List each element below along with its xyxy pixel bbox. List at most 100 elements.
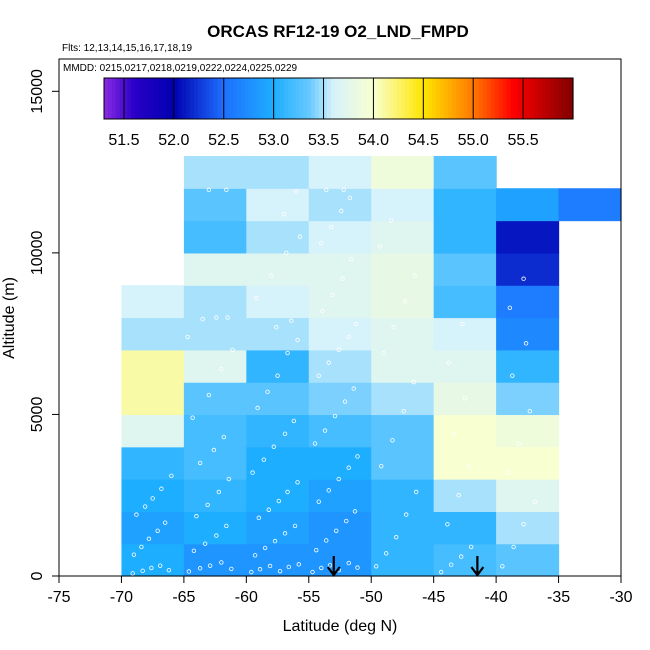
heatmap-cell (121, 285, 185, 319)
heatmap-cell (308, 446, 372, 480)
observation-point (332, 413, 338, 419)
heatmap-cell (371, 155, 435, 189)
colorbar-segment (494, 78, 500, 119)
observation-point (256, 515, 262, 521)
heatmap-cell (308, 188, 372, 222)
colorbar-segment (244, 78, 250, 119)
observation-point (214, 533, 219, 538)
observation-point (194, 514, 199, 519)
colorbar-segment (498, 78, 504, 119)
heatmap-cell (121, 511, 185, 545)
colorbar-segment (131, 78, 136, 119)
colorbar-segment (197, 78, 203, 119)
observation-point (190, 415, 195, 420)
heatmap-cell (183, 188, 247, 222)
colorbar-segment (229, 78, 234, 119)
observation-point (261, 457, 267, 462)
colorbar-segment (416, 78, 422, 119)
observation-point (157, 563, 163, 568)
observation-point (346, 465, 351, 470)
observation-point (394, 535, 399, 540)
observation-point (255, 405, 260, 411)
colorbar-segment (170, 78, 175, 119)
y-tick-label: 5000 (29, 397, 46, 433)
observation-point (225, 315, 230, 320)
y-tick-label: 15000 (29, 69, 46, 114)
heatmap-cell (183, 252, 247, 286)
x-tick-label: -70 (110, 589, 133, 606)
colorbar-segment (346, 78, 351, 119)
y-axis: 0 5000 10000 15000 (29, 69, 59, 580)
observation-point (262, 545, 268, 551)
heatmap-cell (121, 446, 185, 480)
colorbar-segment (318, 78, 324, 119)
colorbar-segment (526, 78, 531, 119)
observation-point (329, 224, 334, 230)
colorbar-segment (475, 78, 480, 119)
heatmap-cell (183, 511, 247, 545)
heatmap-cell (308, 220, 372, 254)
colorbar-segment (205, 78, 211, 119)
colorbar-segment (377, 78, 383, 119)
x-tick-label: -35 (547, 589, 570, 606)
observation-point (292, 523, 298, 529)
colorbar-segment (385, 78, 390, 119)
observation-point (330, 292, 335, 298)
heatmap-cell (183, 414, 247, 448)
observation-point (390, 438, 395, 443)
heatmap-cell (433, 414, 497, 448)
observation-point (206, 392, 212, 398)
heatmap-cell (496, 285, 560, 319)
heatmap-cell (308, 155, 372, 189)
heatmap-cell (246, 479, 310, 512)
colorbar-segment (545, 78, 551, 119)
observation-point (252, 553, 258, 558)
heatmap-cell (371, 188, 435, 222)
plot-frame (58, 58, 622, 577)
observation-point (326, 360, 331, 365)
observation-point (155, 528, 160, 533)
colorbar-segment (146, 78, 152, 119)
colorbar-segment (193, 78, 199, 119)
observation-point (381, 350, 386, 356)
colorbar-segment (174, 78, 179, 119)
colorbar-segment (303, 78, 308, 119)
heatmap-cell (496, 382, 560, 416)
observation-point (211, 447, 217, 453)
x-tick-label: -30 (609, 589, 632, 606)
observation-point (327, 563, 333, 568)
observation-point (402, 299, 408, 304)
arrow-markers (326, 556, 485, 577)
observation-point (277, 568, 283, 574)
colorbar-segment (541, 78, 547, 119)
observation-point (269, 273, 274, 278)
observation-point (265, 389, 270, 395)
heatmap-cell (183, 479, 247, 512)
colorbar-segment (361, 78, 367, 119)
observation-point (169, 473, 174, 479)
observation-point (219, 367, 224, 372)
colorbar-segment (404, 78, 410, 119)
observation-point (250, 470, 255, 475)
observation-point (451, 431, 456, 437)
colorbar-tick-label: 55.5 (508, 132, 539, 149)
observation-point (139, 544, 144, 550)
observation-point (355, 565, 360, 570)
observation-point (146, 536, 152, 542)
heatmap-cell (433, 317, 497, 351)
x-tick-label: -75 (47, 589, 70, 606)
colorbar-segment (440, 78, 445, 119)
colorbar-tick-label: 52.0 (158, 132, 189, 149)
observation-point (224, 187, 229, 193)
heatmap-cell (558, 188, 622, 222)
colorbar-segment (178, 78, 183, 119)
observation-point (412, 273, 418, 278)
colorbar-segment (459, 78, 465, 119)
colorbar-segment (518, 78, 523, 119)
colorbar-segment (330, 78, 336, 119)
colorbar-segment (444, 78, 449, 119)
heatmap-cell (371, 220, 435, 254)
observation-point (468, 544, 474, 550)
heatmap-cell (371, 285, 435, 319)
observation-point (322, 428, 328, 433)
